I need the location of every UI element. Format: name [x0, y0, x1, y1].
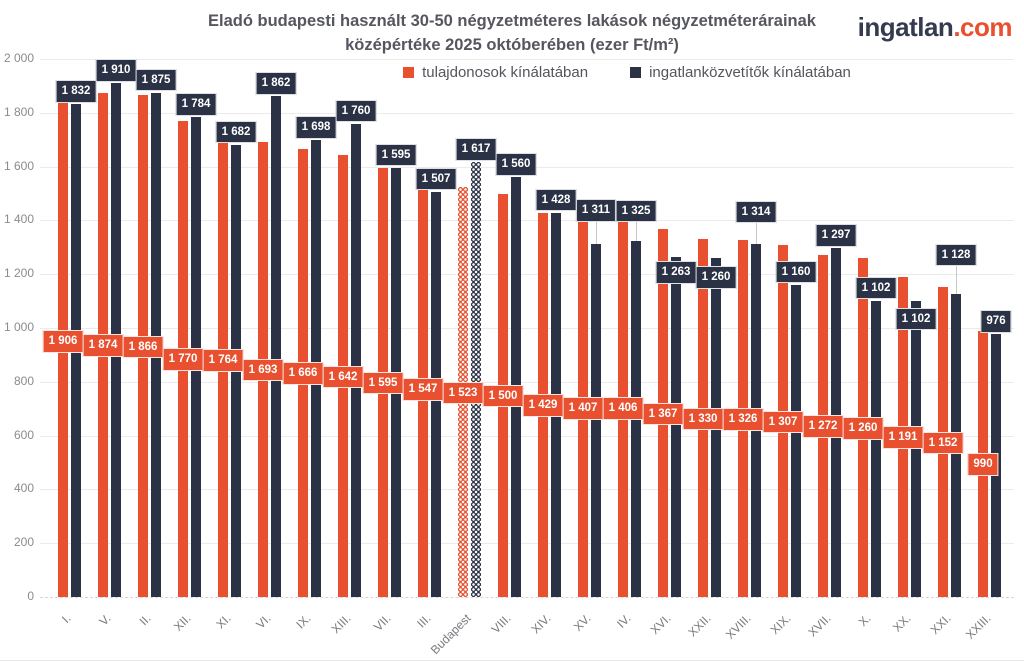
value-label-owners-XXII.: 1 330 [682, 407, 724, 431]
value-label-owners-XIV.: 1 429 [522, 394, 564, 417]
legend-swatch-owners-icon [403, 67, 415, 78]
bottom-divider [0, 660, 1024, 661]
legend-swatch-agents-icon [630, 67, 642, 78]
logo-text-ingatlan: ingatlan [857, 12, 954, 42]
gridline-1200 [40, 274, 1014, 276]
chart-title-line1: Eladó budapesti használt 30-50 négyzetmé… [207, 12, 816, 30]
value-label-agents-XIV.: 1 428 [535, 188, 577, 212]
value-label-owners-XXIII.: 990 [967, 453, 999, 476]
value-label-agents-X.: 1 102 [855, 276, 897, 300]
leader-line-IV. [635, 220, 637, 241]
chart-title-line2: középértéke 2025 októberében (ezer Ft/m²… [345, 35, 679, 54]
gridline-1800 [40, 112, 1014, 114]
value-label-owners-X.: 1 260 [842, 417, 884, 440]
value-label-agents-III.: 1 507 [415, 167, 457, 191]
value-label-agents-I.: 1 832 [55, 80, 97, 103]
value-label-agents-XVIII.: 1 314 [735, 200, 777, 224]
logo-text-com: .com [953, 12, 1012, 42]
value-label-agents-XII.: 1 784 [175, 93, 217, 116]
value-label-agents-VIII.: 1 560 [495, 153, 537, 176]
value-label-owners-XVI.: 1 367 [642, 402, 684, 426]
y-axis-label-1400: 1 400 [3, 212, 34, 227]
y-axis-label-600: 600 [13, 427, 34, 442]
value-label-owners-XVII.: 1 272 [802, 415, 844, 438]
gridline-1000 [40, 328, 1014, 329]
value-label-agents-XVII.: 1 297 [815, 224, 857, 247]
y-axis-label-1600: 1 600 [3, 158, 34, 173]
value-label-agents-XVI.: 1 263 [655, 261, 697, 284]
leader-line-XV. [595, 220, 597, 245]
value-label-owners-XV.: 1 407 [562, 397, 604, 420]
value-label-agents-XX.: 1 102 [895, 307, 937, 331]
value-label-agents-V.: 1 910 [95, 59, 137, 82]
y-axis-label-0: 0 [27, 589, 34, 603]
value-label-agents-XIX.: 1 160 [775, 260, 817, 284]
value-label-agents-II.: 1 875 [135, 68, 177, 92]
value-label-agents-XXI.: 1 128 [935, 243, 977, 267]
y-axis-label-400: 400 [13, 481, 34, 496]
legend-item-agents: ingatlanközvetítők kínálatában [630, 64, 851, 81]
gridline-800 [40, 381, 1014, 383]
ingatlan-logo[interactable]: ingatlan.com [857, 12, 1013, 43]
value-label-owners-XII.: 1 770 [162, 348, 204, 371]
value-label-agents-XXII.: 1 260 [695, 266, 737, 289]
gridline-0 [40, 597, 1014, 598]
value-label-owners-IX.: 1 666 [282, 362, 324, 385]
value-label-agents-XXIII.: 976 [980, 310, 1012, 333]
value-label-owners-XIX.: 1 307 [762, 410, 804, 434]
gridline-1400 [40, 220, 1014, 222]
value-label-owners-VI.: 1 693 [242, 358, 284, 382]
gridline-400 [40, 489, 1014, 491]
value-label-agents-VI.: 1 862 [255, 72, 297, 95]
value-label-owners-Budapest: 1 523 [442, 381, 484, 405]
value-label-owners-VIII.: 1 500 [482, 384, 524, 408]
value-label-owners-IV.: 1 406 [602, 397, 644, 420]
legend: tulajdonosok kínálatában ingatlanközvetí… [240, 64, 1014, 81]
value-label-agents-XV.: 1 311 [575, 199, 617, 222]
bar-agents-Budapest [471, 162, 481, 597]
gridline-600 [40, 435, 1014, 437]
value-label-agents-VII.: 1 595 [375, 143, 417, 167]
bar-agents-VI. [271, 96, 281, 597]
chart-title: Eladó budapesti használt 30-50 négyzetmé… [60, 10, 964, 58]
y-axis-label-2000: 2 000 [3, 51, 34, 65]
value-label-owners-XI.: 1 764 [202, 349, 244, 372]
bar-agents-X. [871, 300, 881, 597]
gridline-200 [40, 543, 1014, 545]
value-label-owners-XXI.: 1 152 [922, 431, 964, 455]
y-axis-label-800: 800 [13, 373, 34, 388]
bar-agents-XIII. [351, 123, 361, 597]
value-label-owners-I.: 1 906 [42, 330, 84, 353]
legend-label-owners: tulajdonosok kínálatában [422, 64, 589, 81]
bar-agents-XVI. [671, 257, 681, 597]
y-axis-label-1800: 1 800 [3, 104, 34, 119]
value-label-owners-XIII.: 1 642 [322, 365, 364, 389]
value-label-owners-XVIII.: 1 326 [722, 408, 764, 431]
value-label-owners-XX.: 1 191 [882, 426, 924, 449]
y-axis-label-1000: 1 000 [3, 320, 34, 334]
value-label-agents-IX.: 1 698 [295, 116, 337, 139]
value-label-agents-IV.: 1 325 [615, 199, 657, 223]
bar-agents-XV. [591, 244, 601, 597]
value-label-owners-VII.: 1 595 [362, 371, 404, 395]
value-label-agents-Budapest: 1 617 [455, 138, 497, 161]
legend-label-agents: ingatlanközvetítők kínálatában [649, 64, 851, 81]
value-label-agents-XI.: 1 682 [215, 120, 257, 144]
value-label-owners-V.: 1 874 [82, 334, 124, 357]
gridline-2000 [40, 59, 1014, 60]
value-label-owners-III.: 1 547 [402, 378, 444, 401]
leader-line-XXI. [955, 264, 957, 294]
y-axis-label-200: 200 [13, 535, 34, 550]
legend-item-owners: tulajdonosok kínálatában [403, 64, 588, 81]
value-label-agents-XIII.: 1 760 [335, 99, 377, 123]
bar-agents-XIX. [791, 284, 801, 597]
leader-line-XVIII. [755, 221, 757, 244]
value-label-owners-II.: 1 866 [122, 335, 164, 359]
y-axis-label-1200: 1 200 [3, 266, 34, 281]
